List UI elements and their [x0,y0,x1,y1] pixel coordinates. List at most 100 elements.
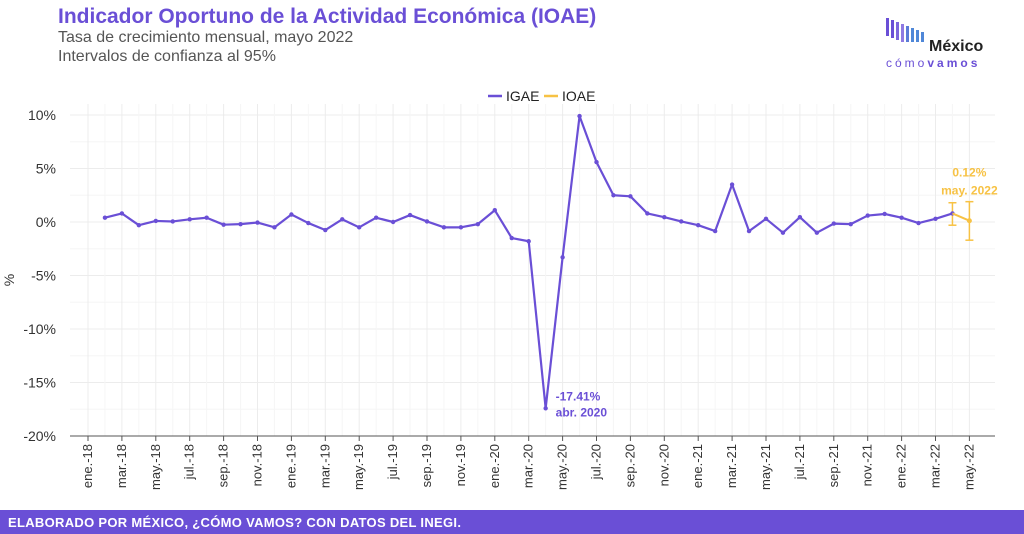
igae-point [424,219,430,224]
igae-point [543,406,548,411]
logo-main-text: México [929,38,984,55]
igae-point [509,235,514,241]
x-tick-label: jul.-19 [385,444,400,480]
x-tick-label: ene.-20 [487,444,502,488]
igae-point [814,230,820,235]
x-tick-label: may.-19 [351,444,366,490]
x-tick-label: ene.-19 [283,444,298,488]
logo-sub-text: cómovamos [886,56,981,70]
igae-point [272,225,277,230]
igae-point [560,255,565,260]
x-tick-label: mar.-19 [317,444,332,488]
igae-point [323,227,328,233]
igae-point [170,219,175,224]
igae-point [102,215,108,220]
legend[interactable]: IGAE IOAE [488,88,595,104]
igae-point [441,225,447,230]
x-tick-label: mar.-22 [928,444,943,488]
x-tick-label: may.-18 [148,444,163,490]
igae-point [899,215,904,220]
igae-point [238,221,243,227]
igae-point [763,216,769,221]
igae-point [611,193,616,198]
igae-point [712,228,718,234]
y-tick-label: -10% [23,321,56,337]
y-axis: 10% 5% 0% -5% -10% -15% -20%% [1,107,56,444]
igae-point [933,216,938,221]
igae-point [645,211,650,216]
x-tick-label: ene.-21 [690,444,705,488]
igae-point [373,215,379,220]
gridlines [70,104,995,437]
igae-point [357,225,362,230]
igae-point [577,113,582,119]
x-tick-label: ene.-18 [80,444,95,488]
annotations: -17.41% abr. 2020 0.12% may. 2022 [556,166,998,420]
series-layer [102,113,974,411]
x-tick-label: sep.-18 [216,444,231,487]
y-tick-label: -15% [23,375,56,391]
footer-text: ELABORADO POR MÉXICO, ¿CÓMO VAMOS? CON D… [8,515,462,530]
y-tick-label: -5% [31,268,56,284]
x-tick-label: nov.-21 [860,444,875,486]
footer-bar: ELABORADO POR MÉXICO, ¿CÓMO VAMOS? CON D… [0,510,1024,534]
ioae-point [966,218,972,224]
x-tick-label: may.-21 [758,444,773,490]
annotation-min-date: abr. 2020 [556,405,608,419]
x-tick-label: mar.-21 [724,444,739,488]
igae-point [407,212,413,218]
x-tick-label: nov.-18 [250,444,265,486]
chart-subtitle-1: Tasa de crecimiento mensual, mayo 2022 [58,29,354,46]
igae-point [797,214,803,220]
annotation-ioae-date: may. 2022 [941,184,998,198]
igae-point [831,221,836,226]
igae-point [153,218,158,224]
y-tick-label: 10% [28,107,56,123]
igae-point [662,214,667,220]
igae-point [119,211,125,216]
x-tick-label: ene.-22 [894,444,909,488]
igae-point [679,219,684,224]
chart-subtitle-2: Intervalos de confianza al 95% [58,48,276,65]
annotation-min-value: -17.41% [556,389,601,403]
igae-point [390,219,396,225]
x-axis: ene.-18 mar.-18 may.-18 jul.-18 sep.-18 nov.-… [70,435,995,490]
igae-point [289,212,294,217]
x-tick-label: mar.-18 [114,444,129,488]
x-tick-label: may.-20 [555,444,570,490]
chart-title: Indicador Oportuno de la Actividad Econó… [58,5,597,28]
igae-point [136,223,142,228]
igae-point [187,217,192,222]
igae-point [594,159,599,165]
y-tick-label: 5% [36,161,56,177]
y-tick-label: -20% [23,428,56,444]
ioae-line [952,212,970,222]
igae-point [916,220,921,226]
igae-point [729,182,735,187]
igae-point [458,225,464,230]
legend-label-igae: IGAE [506,88,539,104]
mexico-como-vamos-logo: México cómovamos [884,14,1014,74]
x-tick-label: jul.-20 [589,444,604,480]
igae-point [865,213,870,218]
igae-point [340,217,345,222]
igae-point [696,223,701,228]
igae-point [492,208,497,213]
igae-point [221,222,226,227]
y-axis-label: % [1,274,17,286]
igae-point [255,220,260,225]
annotation-ioae-value: 0.12% [952,166,986,180]
x-tick-label: jul.-18 [182,444,197,480]
x-tick-label: may.-22 [961,444,976,490]
igae-point [475,221,481,227]
igae-point [848,221,853,227]
x-tick-label: jul.-21 [792,444,807,480]
x-tick-label: sep.-21 [826,444,841,487]
igae-point [882,211,887,217]
logo-bars-icon [886,18,924,42]
igae-point [306,220,311,226]
igae-point [628,194,633,199]
x-tick-label: sep.-20 [622,444,637,487]
x-tick-label: mar.-20 [521,444,536,488]
x-tick-label: nov.-19 [453,444,468,486]
